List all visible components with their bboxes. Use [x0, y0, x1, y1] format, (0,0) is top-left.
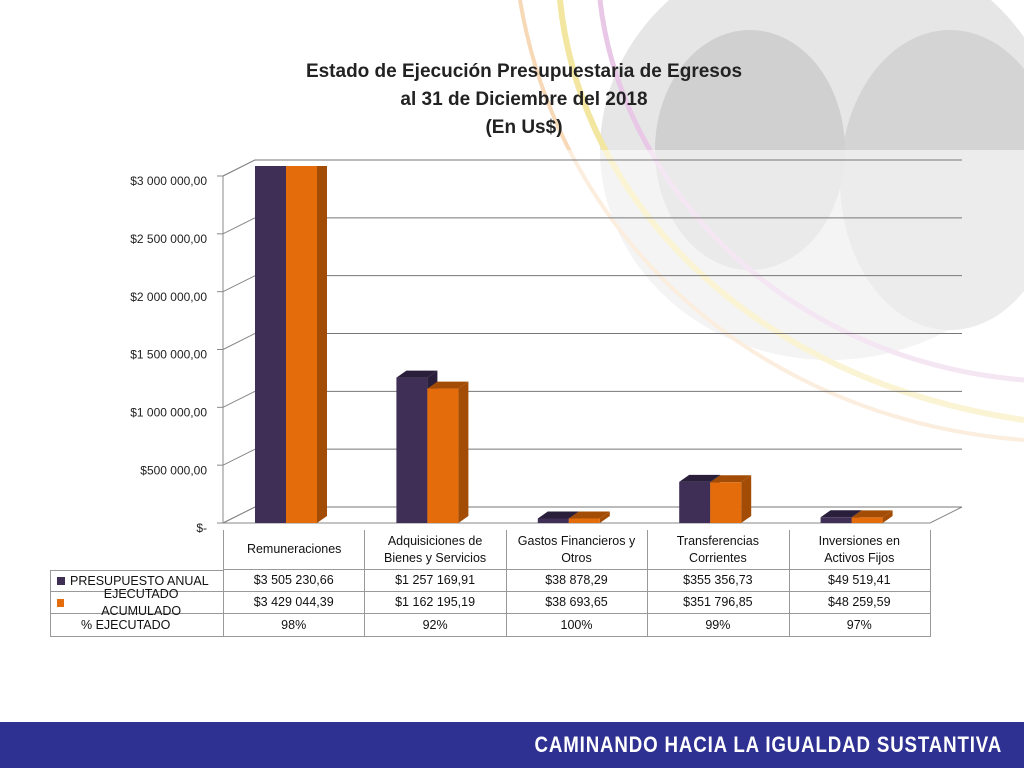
chart-title: al 31 de Diciembre del 2018 — [400, 89, 647, 110]
y-tick-label: $1 500 000,00 — [130, 348, 207, 362]
bar — [568, 518, 600, 523]
value-cell: $38 693,65 — [505, 592, 649, 614]
legend-label: PRESUPUESTO ANUAL — [70, 573, 209, 588]
legend-swatch — [57, 577, 65, 585]
bar-top — [286, 119, 327, 126]
category-header: Adquisiciones de Bienes y Servicios — [364, 530, 507, 570]
x-tick-label: Remuneraciones — [246, 542, 342, 556]
value-cell: 99% — [647, 614, 790, 637]
grid-line-depth — [222, 159, 256, 177]
value-cell: $355 356,73 — [647, 570, 790, 592]
chart: Estado de Ejecución Presupuestaria de Eg… — [0, 0, 1024, 570]
y-tick-label: $2 000 000,00 — [130, 290, 207, 304]
value-label: $355 356,73 — [683, 573, 753, 587]
bar-top — [255, 111, 296, 118]
bar-top — [568, 511, 610, 519]
bar — [679, 481, 711, 523]
x-tick-label: Adquisiciones de Bienes y Servicios — [384, 533, 487, 565]
y-tick-label: $3 000 000,00 — [130, 174, 207, 188]
grid-line-depth — [222, 275, 256, 293]
value-label: 97% — [846, 617, 872, 632]
legend-label: % EJECUTADO — [81, 617, 171, 632]
bar-top — [820, 510, 862, 518]
value-cell: $38 878,29 — [505, 570, 649, 592]
plot-backdrop — [0, 150, 1024, 570]
grid-line-depth — [222, 506, 256, 524]
value-label: 100% — [560, 617, 593, 632]
x-tick-label: Gastos Financieros y Otros — [517, 533, 636, 565]
value-label: $38 878,29 — [545, 573, 608, 587]
bar — [537, 518, 569, 523]
value-cell: $1 162 195,19 — [364, 592, 507, 614]
bar-top — [396, 370, 438, 378]
value-cell: $3 429 044,39 — [223, 592, 366, 614]
category-header: Transferencias Corrientes — [647, 530, 790, 570]
value-label: $351 796,85 — [683, 595, 753, 609]
y-tick-label: $500 000,00 — [140, 463, 207, 477]
value-label: $48 259,59 — [828, 595, 891, 609]
chart-title: (En Us$) — [485, 117, 562, 138]
value-label: 99% — [705, 617, 731, 632]
bar-top — [679, 474, 721, 482]
value-label: 98% — [281, 617, 307, 632]
value-label: 92% — [422, 617, 448, 632]
bar-top — [851, 510, 893, 518]
value-label: $1 162 195,19 — [395, 595, 476, 609]
bars — [255, 111, 893, 524]
footer-text: CAMINANDO HACIA LA IGUALDAD SUSTANTIVA — [534, 732, 1002, 757]
category-header: Gastos Financieros y Otros — [505, 530, 649, 570]
grid-line-depth — [222, 217, 256, 235]
bar — [820, 517, 852, 523]
y-tick-label: $2 500 000,00 — [130, 232, 207, 246]
value-cell: 97% — [788, 614, 931, 637]
x-tick-label: Transferencias Corrientes — [676, 533, 759, 565]
grid-line-depth — [222, 390, 256, 408]
chart-title: Estado de Ejecución Presupuestaria de Eg… — [306, 61, 742, 82]
bar-top — [537, 511, 579, 519]
bar — [255, 166, 286, 524]
bar — [427, 388, 459, 523]
grid-line-depth — [222, 448, 256, 466]
bar-side — [741, 475, 752, 523]
row-header: % EJECUTADO — [50, 614, 224, 637]
row-header: PRESUPUESTO ANUAL — [50, 570, 224, 592]
category-header: Inversiones en Activos Fijos — [788, 530, 931, 570]
value-label: $3 429 044,39 — [253, 595, 334, 609]
x-tick-label: Inversiones en Activos Fijos — [818, 533, 900, 565]
value-cell: $1 257 169,91 — [364, 570, 507, 592]
bar-top — [427, 381, 469, 389]
value-cell: $49 519,41 — [788, 570, 931, 592]
bar — [851, 517, 883, 523]
bar-side — [458, 381, 469, 523]
bar-top — [710, 475, 752, 483]
bar — [286, 166, 317, 523]
value-label: $49 519,41 — [828, 573, 891, 587]
row-header: EJECUTADO ACUMULADO — [50, 587, 224, 618]
grid-line-depth — [222, 333, 256, 350]
y-tick-label: $1 000 000,00 — [130, 406, 207, 420]
value-label: $38 693,65 — [545, 595, 608, 609]
value-cell: $3 505 230,66 — [223, 570, 366, 592]
bar — [710, 482, 742, 523]
value-cell: $351 796,85 — [647, 592, 790, 614]
value-cell: $48 259,59 — [788, 592, 931, 614]
value-cell: 98% — [223, 614, 366, 637]
bar — [396, 377, 428, 523]
value-label: $3 505 230,66 — [253, 573, 334, 587]
value-cell: 92% — [364, 614, 507, 637]
bar-side — [882, 510, 893, 523]
y-tick-label: $- — [196, 521, 207, 535]
legend-label: EJECUTADO ACUMULADO — [101, 586, 182, 618]
legend-swatch — [57, 598, 65, 607]
value-label: $1 257 169,91 — [395, 573, 476, 587]
value-cell: 100% — [505, 614, 649, 637]
bar-side — [317, 166, 327, 523]
footer-banner: CAMINANDO HACIA LA IGUALDAD SUSTANTIVA — [0, 722, 1024, 768]
category-header: Remuneraciones — [223, 530, 366, 570]
bar-side — [599, 511, 610, 523]
